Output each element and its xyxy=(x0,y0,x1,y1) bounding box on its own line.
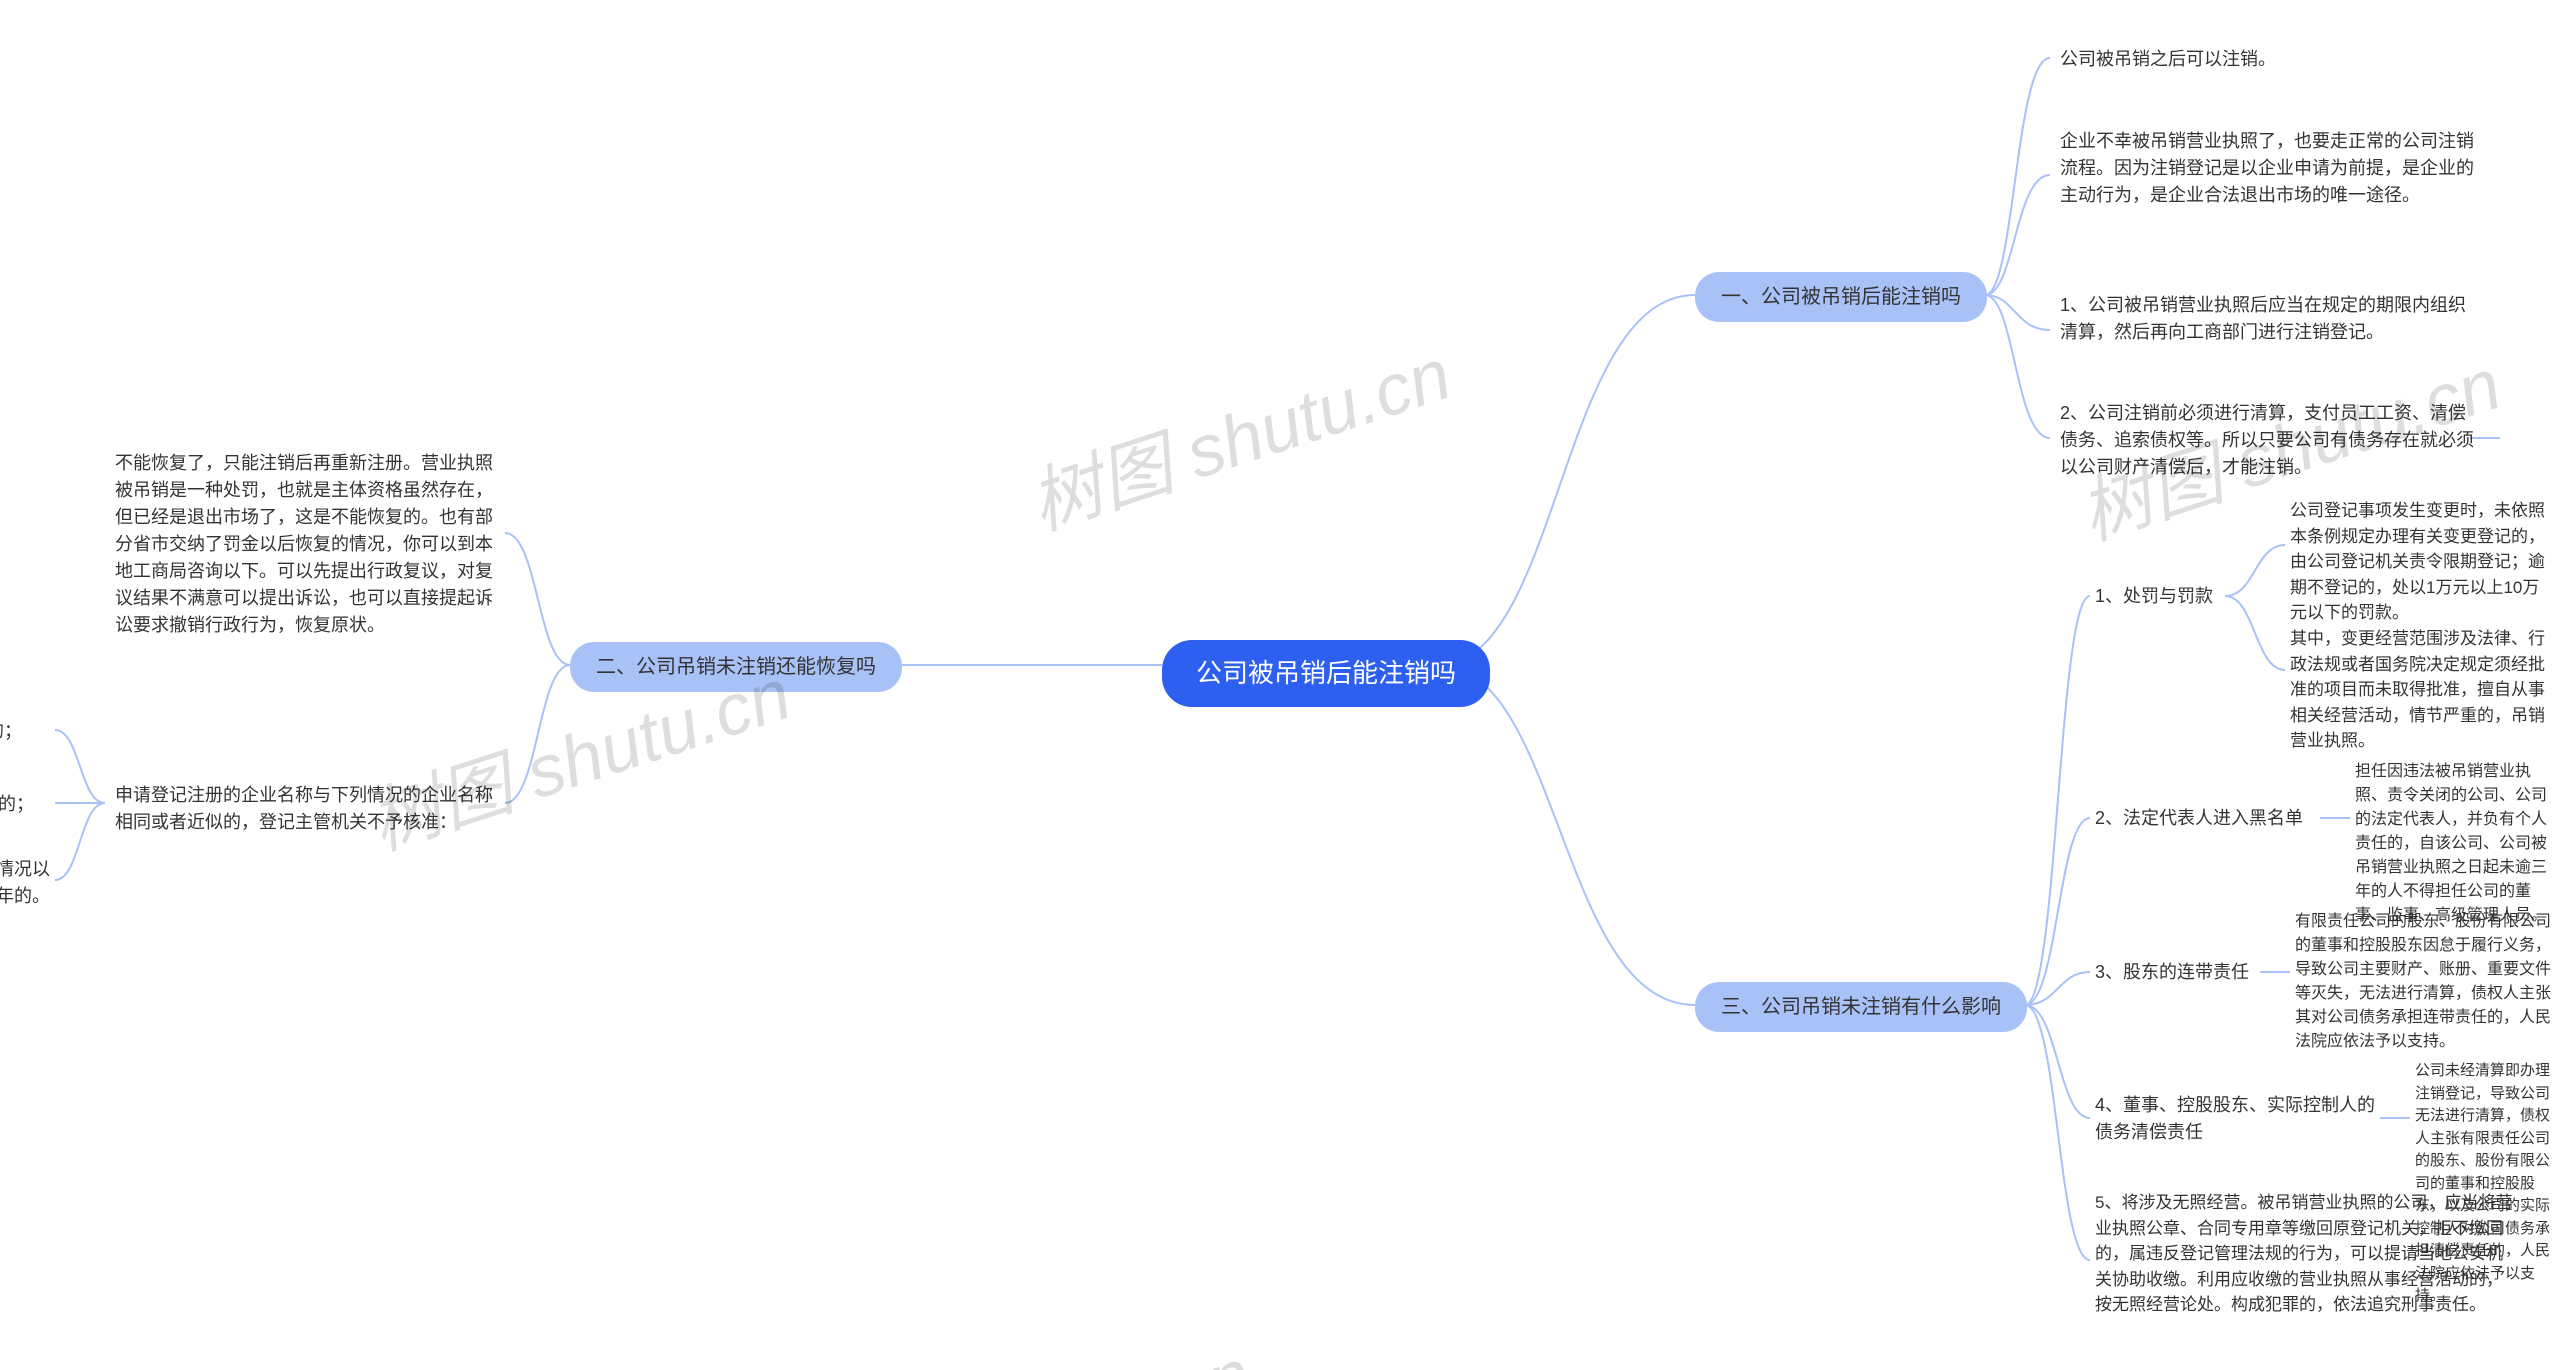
branch-2: 二、公司吊销未注销还能恢复吗 xyxy=(570,642,902,692)
mindmap-root: 公司被吊销后能注销吗 xyxy=(1162,640,1490,707)
branch-2-cond-a: （一）企业被撤销未满三年的； xyxy=(0,718,22,745)
branch-1-leaf-a: 公司被吊销之后可以注销。 xyxy=(2060,46,2276,73)
branch-2-intro: 不能恢复了，只能注销后再重新注册。营业执照被吊销是一种处罚，也就是主体资格虽然存… xyxy=(115,450,505,639)
branch-3-item-3-label: 3、股东的连带责任 xyxy=(2095,959,2249,986)
branch-3-item-1-detail-b: 其中，变更经营范围涉及法律、行政法规或者国务院决定规定须经批准的项目而未取得批准… xyxy=(2290,626,2550,754)
branch-1-leaf-d: 2、公司注销前必须进行清算，支付员工工资、清偿债务、追索债权等。所以只要公司有债… xyxy=(2060,400,2480,481)
branch-3-item-1-label: 1、处罚与罚款 xyxy=(2095,583,2213,610)
branch-1-leaf-b: 企业不幸被吊销营业执照了，也要走正常的公司注销流程。因为注销登记是以企业申请为前… xyxy=(2060,128,2480,209)
branch-2-cond-b: （二）企业营业执照被吊销未满三年的； xyxy=(0,791,34,818)
branch-3-item-5: 5、将涉及无照经营。被吊销营业执照的公司，应当将营业执照公章、合同专用章等缴回原… xyxy=(2095,1190,2515,1318)
branch-1-leaf-c: 1、公司被吊销营业执照后应当在规定的期限内组织清算，然后再向工商部门进行注销登记… xyxy=(2060,292,2480,346)
mindmap-canvas: { "canvas": { "width": 2560, "height": 1… xyxy=(0,0,2560,1370)
branch-3-item-3-detail: 有限责任公司的股东、股份有限公司的董事和控股股东因怠于履行义务，导致公司主要财产… xyxy=(2295,910,2555,1054)
watermark-text: 树图 shutu.cn xyxy=(814,1315,1261,1370)
watermark-text: 树图 shutu.cn xyxy=(1014,315,1461,550)
branch-2-cond-c: （三）企业因本条第（一）、（二）项所列情况以外的原因办理注销登记未满一年的。 xyxy=(0,856,50,910)
branch-3-item-2-label: 2、法定代表人进入黑名单 xyxy=(2095,805,2303,832)
branch-3-item-4-label: 4、董事、控股股东、实际控制人的债务清偿责任 xyxy=(2095,1092,2385,1146)
branch-2-cond-intro: 申请登记注册的企业名称与下列情况的企业名称相同或者近似的，登记主管机关不予核准： xyxy=(115,782,505,836)
branch-3-item-2-detail: 担任因违法被吊销营业执照、责令关闭的公司、公司的法定代表人，并负有个人责任的，自… xyxy=(2355,760,2555,928)
branch-3: 三、公司吊销未注销有什么影响 xyxy=(1695,982,2027,1032)
branch-3-item-1-detail-a: 公司登记事项发生变更时，未依照本条例规定办理有关变更登记的，由公司登记机关责令限… xyxy=(2290,498,2550,626)
branch-1: 一、公司被吊销后能注销吗 xyxy=(1695,272,1987,322)
